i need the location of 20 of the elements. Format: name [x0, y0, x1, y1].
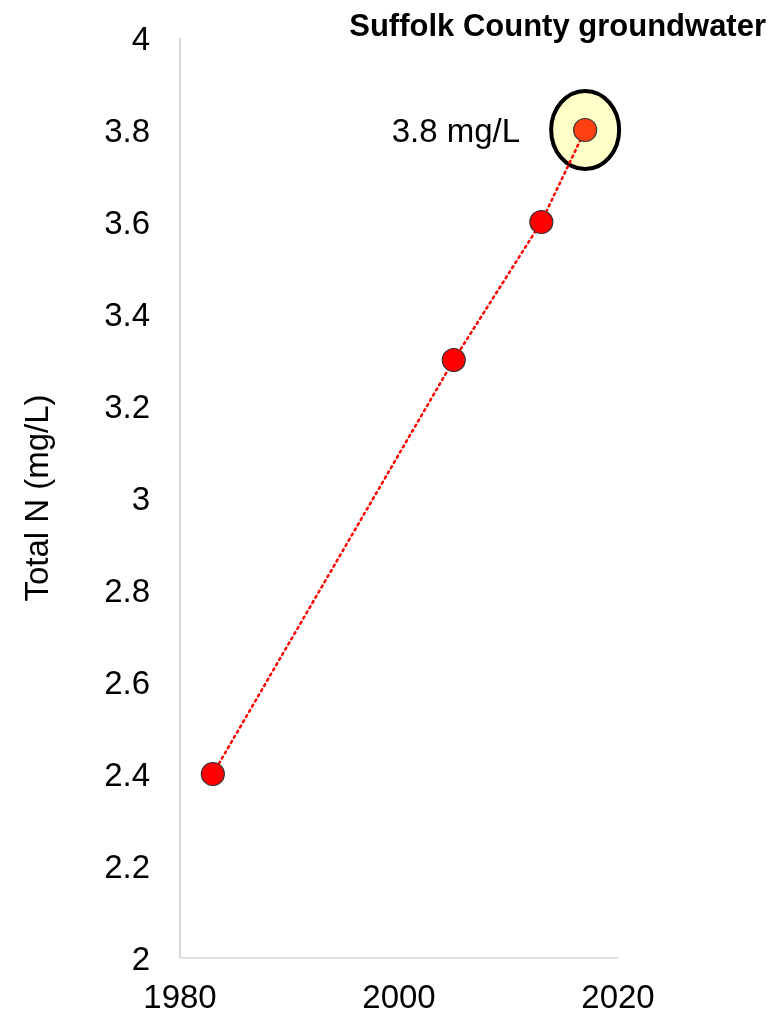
y-tick-label: 3.8 [104, 111, 150, 149]
chart-title: Suffolk County groundwater [349, 8, 766, 43]
y-tick-label: 4 [131, 19, 150, 57]
point [200, 761, 225, 787]
y-tick-label: 2.6 [104, 663, 150, 701]
y-tick-label: 2.4 [104, 755, 150, 793]
y-tick-label: 2.8 [104, 571, 150, 609]
y-tick-label: 2.2 [104, 847, 150, 885]
x-tick-label: 2000 [362, 978, 436, 1015]
point [529, 209, 554, 235]
point [441, 347, 466, 373]
y-tick-label: 3.2 [104, 387, 150, 425]
x-tick-label: 2020 [581, 978, 655, 1015]
y-axis-title: Total N (mg/L) [18, 394, 55, 602]
y-tick-label: 3 [131, 479, 150, 517]
y-tick-label: 2 [131, 939, 150, 977]
x-tick-label: 1980 [143, 978, 217, 1015]
annotation: 3.8 mg/L [391, 111, 521, 149]
y-tick-label: 3.6 [104, 203, 150, 241]
y-tick-label: 3.4 [104, 295, 150, 333]
